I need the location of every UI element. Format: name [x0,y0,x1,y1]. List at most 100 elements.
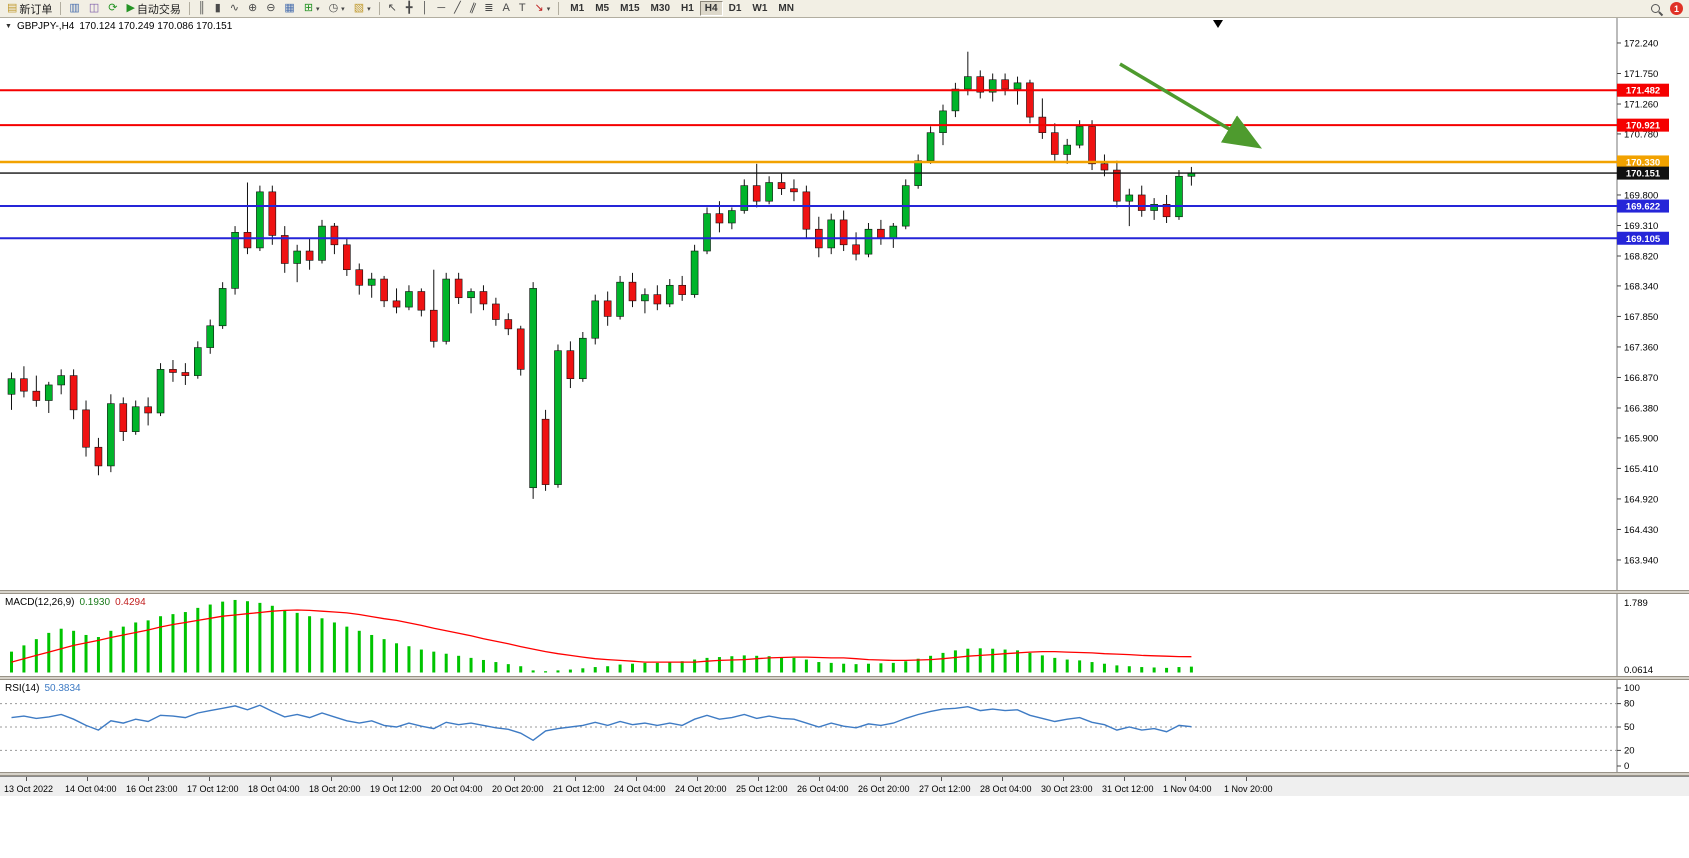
candle [57,375,65,386]
zoom-out-button[interactable]: ⊖ [262,1,279,17]
macd-bar [382,639,386,673]
timeframe-h4-button[interactable]: H4 [699,1,723,16]
periods-button[interactable]: ◷ ▾ [325,1,349,17]
candle [653,294,662,305]
refresh-button[interactable]: ⟳ [104,1,121,17]
horizontal-line-button[interactable]: ─ [433,1,449,17]
macd-bar [953,650,957,673]
dropdown-icon: ▾ [546,5,551,13]
scroll-marker-icon[interactable] [1213,20,1223,28]
text-label-button[interactable]: T [515,1,530,17]
pane-divider[interactable] [0,772,1689,776]
svg-text:172.240: 172.240 [1624,38,1658,49]
time-label: 19 Oct 12:00 [370,784,422,794]
macd-bar [1152,667,1156,673]
timeframe-m5-button[interactable]: M5 [595,3,610,14]
trendline-button[interactable]: ╱ [450,1,465,17]
time-axis[interactable]: 13 Oct 2022 14 Oct 04:00 16 Oct 23:00 17 Oc… [0,776,1689,796]
indicators-button[interactable]: ⊞ ▾ [300,1,324,17]
macd-bar [1127,666,1131,673]
channel-button[interactable]: ∥ [466,1,480,17]
macd-bar [395,643,399,673]
candle [1175,175,1183,218]
timeframe-m1-button[interactable]: M1 [570,3,585,14]
macd-bar [680,661,684,673]
time-tick [148,777,149,781]
profiles-button[interactable]: ◫ [85,1,103,17]
price-chart[interactable]: 172.240 171.750 171.260 170.780 169.800 169.3… [0,18,1689,590]
candle [243,232,252,249]
line-chart-button[interactable]: ∿ [226,1,243,17]
time-label: 28 Oct 04:00 [980,784,1032,794]
crosshair-button[interactable]: ╋ [402,1,417,17]
notification-badge[interactable]: 1 [1670,2,1683,15]
bottom-filler [0,796,1689,858]
chart-dropdown-icon[interactable]: ▼ [5,23,12,30]
macd-bar [606,666,610,673]
candle [69,375,78,411]
search-button[interactable] [1646,1,1666,17]
templates-button[interactable]: ▧ ▾ [350,1,375,17]
timeframe-h1-button[interactable]: H1 [681,3,694,14]
macd-bar [146,620,150,673]
cursor-button[interactable]: ↖ [384,1,401,17]
candle [603,300,612,317]
macd-bar [345,626,349,673]
arrows-tool-icon: ↘ [534,2,544,14]
zoom-in-button[interactable]: ⊕ [244,1,261,17]
macd-pane: 1.789 0.0614 MACD(12,26,9) 0.1930 0.4294 [0,594,1689,676]
pane-divider[interactable] [0,590,1689,594]
candle [541,418,550,485]
vertical-line-button[interactable]: │ [417,1,432,17]
new-order-label: 新订单 [19,3,53,16]
macd-bar [717,657,721,673]
candle [554,350,562,485]
macd-bar [320,618,324,673]
new-order-button[interactable]: ▤ 新订单 [3,1,56,17]
tile-windows-button[interactable]: ▦ [280,1,298,17]
candlestick-chart-button[interactable]: ▮ [211,1,225,17]
svg-text:169.105: 169.105 [1626,234,1661,245]
toolbar: ▤ 新订单 ▥ ◫ ⟳ ▶ 自动交易 ║ ▮ ∿ ⊕ ⊖ ▦ ⊞ ▾ ◷ ▾ ▧ ▾ … [0,0,1689,18]
rsi-label: RSI(14) [5,683,40,694]
candle [330,225,339,246]
candle [566,350,575,380]
macd-bar [159,616,163,673]
chart-window-button[interactable]: ▥ [65,1,83,17]
search-icon [1650,3,1662,15]
auto-trading-button[interactable]: ▶ 自动交易 [122,1,184,17]
timeframe-d1-button[interactable]: D1 [728,3,742,14]
toolbar-separator [378,2,380,15]
timeframe-w1-button[interactable]: W1 [752,3,768,14]
macd-bar [1003,649,1007,673]
macd-bar [618,664,622,673]
macd-bar [1102,663,1106,673]
candle [367,278,376,286]
macd-bar [121,626,125,673]
pane-divider[interactable] [0,676,1689,680]
macd-bar [457,655,461,673]
fibonacci-button[interactable]: ≣ [480,1,497,17]
macd-chart[interactable]: 1.789 0.0614 [0,594,1689,676]
timeframe-m30-button[interactable]: M30 [650,3,670,14]
candle [82,409,90,448]
svg-text:168.820: 168.820 [1624,252,1658,263]
macd-signal-value: 0.4294 [115,597,146,608]
text-button[interactable]: A [498,1,513,17]
timeframe-buttons: M1 M5 M15 M30 H1 H4 D1 W1 MN [565,1,799,16]
macd-bar [407,646,411,673]
macd-bar [84,634,88,673]
timeframe-mn-button[interactable]: MN [778,3,794,14]
macd-bar [171,614,175,673]
trend-arrow[interactable] [1119,62,1263,149]
candle [964,76,972,90]
macd-bar [593,667,597,673]
candle [665,284,674,305]
rsi-chart[interactable]: 100 80 50 20 0 [0,680,1689,772]
bar-chart-button[interactable]: ║ [194,1,210,17]
arrows-tool-button[interactable]: ↘ ▾ [531,1,555,17]
macd-bar [419,649,423,673]
candle [107,403,115,467]
time-label: 26 Oct 04:00 [797,784,849,794]
timeframe-m15-button[interactable]: M15 [620,3,640,14]
